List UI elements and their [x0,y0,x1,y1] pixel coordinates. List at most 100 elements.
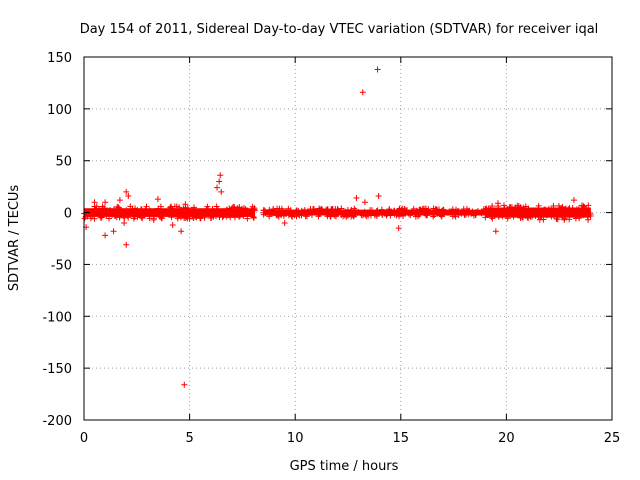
x-tick-label: 20 [498,431,515,446]
data-band-point [550,212,557,219]
data-point [110,228,117,235]
data-point [150,216,157,223]
data-band-point [536,216,543,223]
data-band-point [365,210,372,217]
data-band-point [580,203,587,210]
data-band-point [505,209,512,216]
data-band-point [214,206,221,213]
data-band-point [316,205,323,212]
data-band-point [307,209,314,216]
data-band-point [367,209,374,216]
data-band-point [155,205,162,212]
data-band-point [582,209,589,216]
data-band-point [335,209,342,216]
data-band-point [332,213,339,220]
data-band-point [110,206,117,213]
data-band-point [197,215,204,222]
data-band-point [207,214,214,221]
data-band-point [251,206,258,213]
data-point [91,199,98,206]
x-tick-label: 25 [604,431,621,446]
data-band-point [580,212,587,219]
data-band-point [310,206,317,213]
y-tick-label: -50 [51,258,72,273]
data-band-point [190,214,197,221]
data-band-point [127,203,134,210]
data-band-point [584,213,591,220]
data-band-point [340,213,347,220]
data-band-point [160,209,167,216]
y-tick-label: -150 [42,362,72,377]
data-band-point [425,206,432,213]
data-point [116,197,123,204]
data-band-point [378,209,385,216]
data-point [570,197,577,204]
data-band-point [167,204,174,211]
x-axis-label: GPS time / hours [290,459,399,474]
data-band-point [250,214,257,221]
data-band-point [573,206,580,213]
data-point [359,89,366,96]
data-band-point [462,211,469,218]
data-band-point [572,215,579,222]
data-band-point [451,211,458,218]
data-band-point [89,211,96,218]
data-band-point [323,210,330,217]
data-band-point [338,205,345,212]
data-point [123,188,130,195]
data-band-point [379,212,386,219]
data-band-point [289,213,296,220]
data-band-point [344,206,351,213]
data-band-point [493,208,500,215]
data-band-point [165,211,172,218]
data-band-point [525,214,532,221]
data-band-point [482,210,489,217]
data-point [154,196,161,203]
data-point [281,219,288,226]
data-band-point [334,207,341,214]
data-band-point [554,213,561,220]
data-point [217,172,224,179]
data-band-point [486,211,493,218]
data-band-point [417,206,424,213]
data-band-point [115,204,122,211]
data-band-point [391,207,398,214]
data-point [375,192,382,199]
grid-layer [84,57,612,420]
data-band-point [424,212,431,219]
plot-frame [83,56,613,421]
data-band-point [550,202,557,209]
data-band-point [495,213,502,220]
data-band-point [244,215,251,222]
data-band-point [449,206,456,213]
data-band-point [426,209,433,216]
y-tick-label: -100 [42,310,72,325]
data-band-point [138,206,145,213]
data-point [374,66,381,73]
data-point [395,225,402,232]
data-band-point [354,209,361,216]
data-band-point [216,213,223,220]
data-band-point [125,214,132,221]
data-band-point [351,211,358,218]
data-band-point [275,213,282,220]
data-band-point [504,215,511,222]
data-band-point [355,208,362,215]
data-band-point [415,213,422,220]
data-band-point [327,213,334,220]
data-band-point [81,215,88,222]
data-point [492,228,499,235]
data-band-point [274,212,281,219]
data-band-point [109,211,116,218]
data-band-point [226,205,233,212]
data-band-point [458,210,465,217]
data-band-point [500,202,507,209]
data-band-point [213,203,220,210]
data-band-point [401,206,408,213]
data-band-point [193,214,200,221]
data-band-point [587,211,594,218]
data-band-point [91,215,98,222]
data-band-point [508,204,515,211]
data-band-point [446,208,453,215]
data-band-point [147,208,154,215]
